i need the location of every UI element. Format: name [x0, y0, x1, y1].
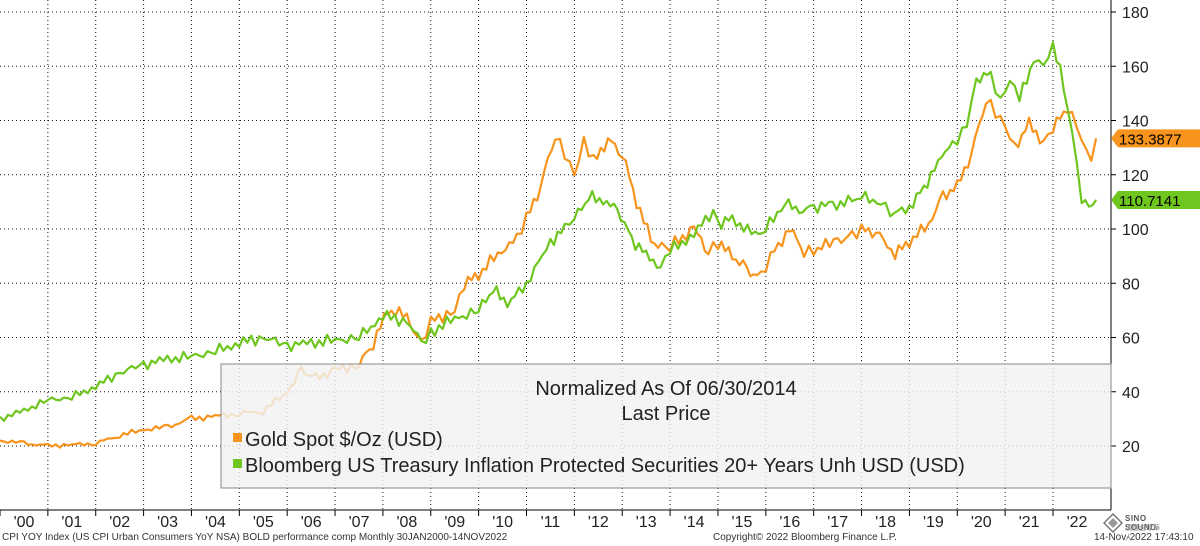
- x-tick-label-2015: '15: [732, 514, 753, 531]
- footer-timestamp: 14-Nov-2022 17:43:10: [1094, 532, 1194, 543]
- last-value-box-gold: [1111, 129, 1200, 148]
- x-tick-label-2009: '09: [444, 514, 465, 531]
- legend-title: Normalized As Of 06/30/2014: [535, 378, 796, 400]
- x-tick-label-2003: '03: [157, 514, 178, 531]
- legend-swatch-tips: [233, 459, 242, 468]
- footer: CPI YOY Index (US CPI Urban Consumers Yo…: [0, 529, 1200, 546]
- y-tick-label-120: 120: [1122, 168, 1149, 185]
- legend-subtitle: Last Price: [622, 403, 711, 425]
- logo-icon: [1103, 513, 1123, 533]
- y-tick-label-160: 160: [1122, 59, 1149, 76]
- logo-text: SINO SOUND: [1125, 514, 1157, 532]
- x-tick-label-2008: '08: [396, 514, 417, 531]
- y-tick-label-100: 100: [1122, 222, 1149, 239]
- x-tick-label-2007: '07: [349, 514, 370, 531]
- x-tick-label-2001: '01: [61, 514, 82, 531]
- x-tick-label-2004: '04: [205, 514, 226, 531]
- x-tick-label-2005: '05: [253, 514, 274, 531]
- x-tick-label-2014: '14: [684, 514, 705, 531]
- series-line-gold: [0, 98, 1098, 449]
- x-tick-label-2006: '06: [301, 514, 322, 531]
- y-tick-label-80: 80: [1122, 276, 1140, 293]
- last-value-labels: 133.3877 110.7141: [1111, 129, 1200, 210]
- y-tick-label-60: 60: [1122, 331, 1140, 348]
- x-tick-label-2002: '02: [109, 514, 130, 531]
- y-tick-label-180: 180: [1122, 5, 1149, 22]
- x-tick-label-2000: '00: [14, 514, 35, 531]
- x-tick-label-2011: '11: [541, 514, 561, 531]
- last-value-box-tips: [1111, 190, 1200, 209]
- x-tick-label-2012: '12: [588, 514, 609, 531]
- last-value-gold: 133.3877: [1111, 129, 1200, 148]
- x-tick-label-2020: '20: [971, 514, 992, 531]
- last-value-tips: 110.7141: [1111, 190, 1200, 210]
- x-tick-label-2016: '16: [779, 514, 800, 531]
- legend-swatch-gold: [233, 433, 242, 442]
- x-tick-label-2019: '19: [923, 514, 944, 531]
- series-lines: [0, 41, 1098, 449]
- x-tick-label-2018: '18: [875, 514, 896, 531]
- x-tick-label-2013: '13: [636, 514, 657, 531]
- logo-subtext: 漢聲全球華人: [1125, 525, 1160, 542]
- x-tick-label-2021: '21: [1019, 514, 1040, 531]
- legend: Normalized As Of 06/30/2014 Last Price G…: [220, 363, 1112, 489]
- x-tick-label-2017: '17: [827, 514, 848, 531]
- series-line-tips: [0, 41, 1098, 422]
- sino-sound-logo: SINO SOUND 漢聲全球華人: [1103, 512, 1163, 542]
- legend-item-tips: Bloomberg US Treasury Inflation Protecte…: [245, 455, 965, 477]
- legend-box: [220, 363, 1112, 489]
- footer-left: CPI YOY Index (US CPI Urban Consumers Yo…: [2, 532, 508, 543]
- x-tick-label-2022: '22: [1067, 514, 1088, 531]
- y-tick-label-20: 20: [1122, 439, 1140, 456]
- y-tick-label-40: 40: [1122, 385, 1140, 402]
- x-axis-ticks: '00 '01 '02 '03 '04 '05 '06 '07 '08 '09 '10 '11 '12 '…: [0, 510, 1088, 531]
- y-axis-ticks: 20 40 60 80 100 120 140 160 180: [1111, 5, 1149, 456]
- y-tick-label-140: 140: [1122, 114, 1149, 131]
- last-value-label-gold: 133.3877: [1119, 131, 1182, 148]
- x-tick-label-2010: '10: [492, 514, 513, 531]
- last-value-label-tips: 110.7141: [1119, 193, 1180, 210]
- legend-item-gold: Gold Spot $/Oz (USD): [245, 429, 443, 451]
- footer-copyright: Copyright© 2022 Bloomberg Finance L.P.: [713, 532, 897, 543]
